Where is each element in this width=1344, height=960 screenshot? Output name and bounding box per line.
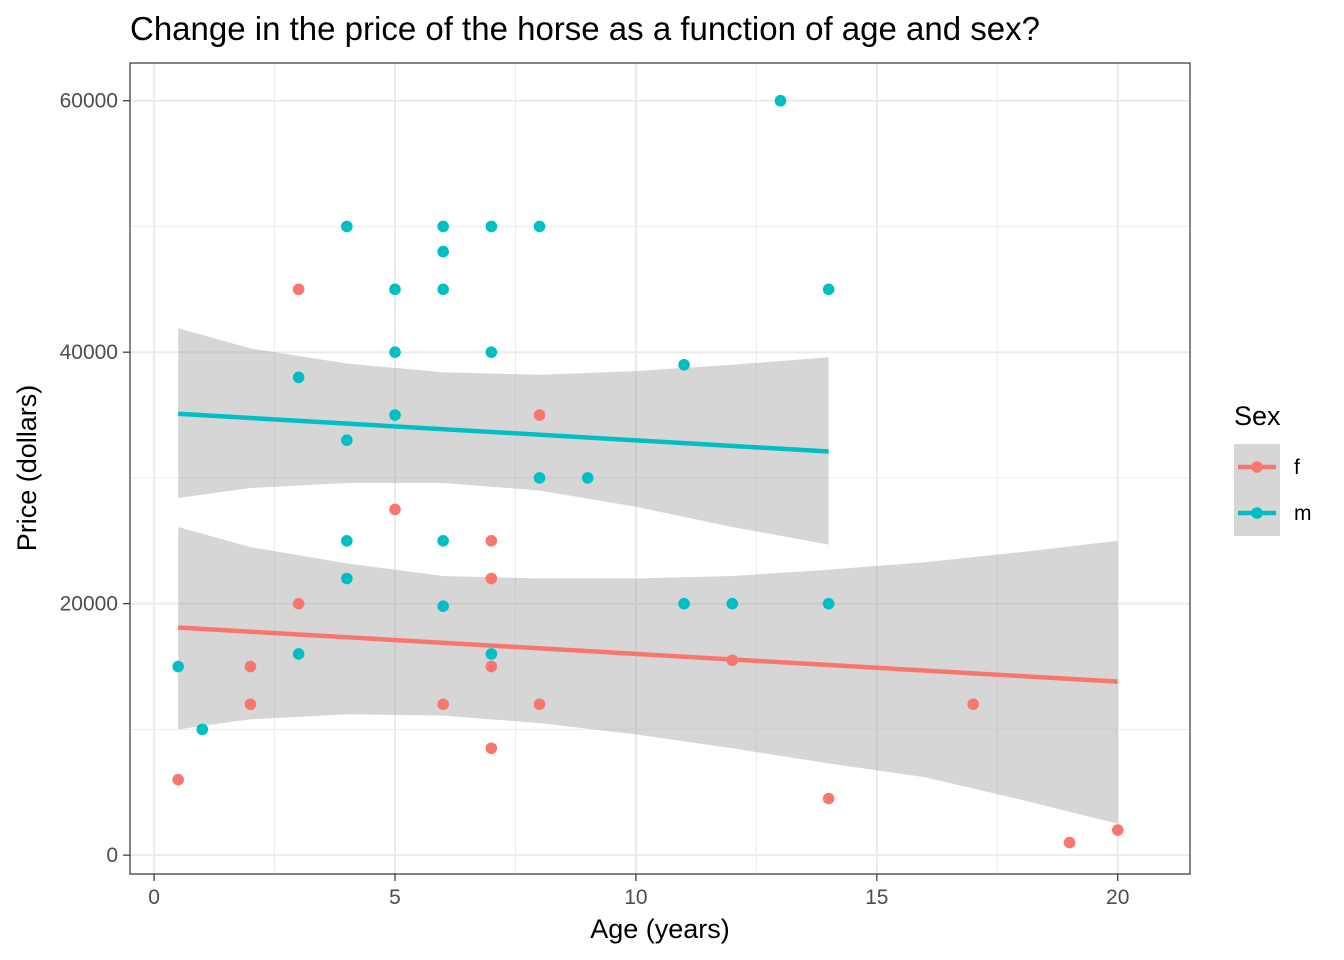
data-point-m bbox=[172, 660, 184, 673]
data-point-m bbox=[389, 283, 401, 296]
data-point-m bbox=[341, 434, 353, 447]
x-tick-label: 15 bbox=[865, 886, 888, 909]
data-point-m bbox=[485, 648, 498, 660]
data-point-m bbox=[196, 723, 209, 736]
data-point-m bbox=[678, 597, 690, 610]
y-axis-title: Price (dollars) bbox=[12, 385, 42, 552]
legend-title: Sex bbox=[1234, 401, 1281, 431]
fit-lines bbox=[178, 411, 1118, 684]
fit-line-m bbox=[178, 411, 829, 454]
data-point-f bbox=[292, 283, 305, 296]
y-axis: 0 20000 40000 60000 bbox=[60, 90, 130, 867]
data-point-m bbox=[389, 346, 401, 358]
data-point-m bbox=[389, 409, 401, 421]
data-point-m bbox=[822, 597, 835, 610]
confidence-ribbon-f bbox=[178, 527, 1118, 824]
data-point-m bbox=[678, 358, 690, 371]
legend-key-point bbox=[1251, 461, 1263, 473]
data-point-m bbox=[485, 346, 498, 358]
legend-items: fm bbox=[1234, 444, 1312, 536]
data-point-f bbox=[726, 654, 739, 667]
data-point-m bbox=[292, 371, 305, 384]
data-points bbox=[172, 94, 1124, 849]
data-point-m bbox=[341, 572, 353, 585]
legend-label: m bbox=[1294, 502, 1312, 525]
panel-border bbox=[129, 62, 1191, 875]
data-point-m bbox=[437, 283, 449, 296]
grid-minor bbox=[130, 63, 1190, 874]
data-point-f bbox=[244, 660, 257, 673]
data-point-f bbox=[1111, 824, 1124, 836]
data-point-m bbox=[822, 283, 835, 296]
data-point-f bbox=[1063, 836, 1076, 849]
y-tick-label: 0 bbox=[106, 844, 118, 867]
x-tick-label: 0 bbox=[148, 886, 160, 909]
y-tick-label: 40000 bbox=[60, 341, 118, 364]
x-tick-label: 5 bbox=[389, 886, 401, 909]
confidence-ribbon-m bbox=[178, 328, 829, 545]
legend-item-m: m bbox=[1234, 490, 1312, 536]
data-point-f bbox=[389, 503, 401, 516]
panel-background bbox=[130, 63, 1190, 874]
x-axis-title: Age (years) bbox=[590, 914, 730, 944]
data-point-m bbox=[341, 220, 353, 233]
data-point-f bbox=[437, 698, 449, 711]
data-point-f bbox=[485, 742, 498, 755]
data-point-m bbox=[437, 245, 449, 258]
fit-line-f bbox=[178, 625, 1118, 684]
data-point-f bbox=[485, 660, 498, 673]
grid-major bbox=[130, 63, 1190, 874]
data-point-m bbox=[292, 648, 305, 660]
x-tick-label: 10 bbox=[624, 886, 647, 909]
data-point-f bbox=[485, 534, 498, 547]
data-point-m bbox=[437, 534, 449, 547]
chart-title: Change in the price of the horse as a fu… bbox=[130, 10, 1040, 47]
legend: Sex fm bbox=[1234, 401, 1312, 536]
data-point-f bbox=[533, 698, 546, 711]
data-point-m bbox=[774, 94, 787, 107]
legend-key-point bbox=[1251, 507, 1263, 519]
legend-label: f bbox=[1294, 456, 1300, 479]
data-point-m bbox=[533, 472, 546, 484]
data-point-m bbox=[581, 472, 594, 484]
data-point-f bbox=[172, 773, 184, 786]
data-point-m bbox=[437, 600, 449, 612]
data-point-f bbox=[485, 572, 498, 585]
data-point-f bbox=[533, 409, 546, 421]
data-point-f bbox=[967, 698, 979, 711]
x-axis: 0 5 10 15 20 bbox=[148, 874, 1129, 909]
y-tick-label: 60000 bbox=[60, 90, 118, 113]
x-tick-label: 20 bbox=[1106, 886, 1129, 909]
data-point-f bbox=[244, 698, 257, 711]
data-point-m bbox=[533, 220, 546, 233]
plot-panel bbox=[129, 62, 1191, 875]
data-point-m bbox=[437, 220, 449, 233]
data-point-f bbox=[822, 792, 835, 805]
y-tick-label: 20000 bbox=[60, 593, 118, 616]
legend-item-f: f bbox=[1234, 444, 1300, 490]
data-point-m bbox=[341, 534, 353, 547]
confidence-ribbons bbox=[178, 328, 1118, 824]
data-point-m bbox=[485, 220, 498, 233]
data-point-m bbox=[726, 597, 739, 610]
data-point-f bbox=[292, 597, 305, 610]
